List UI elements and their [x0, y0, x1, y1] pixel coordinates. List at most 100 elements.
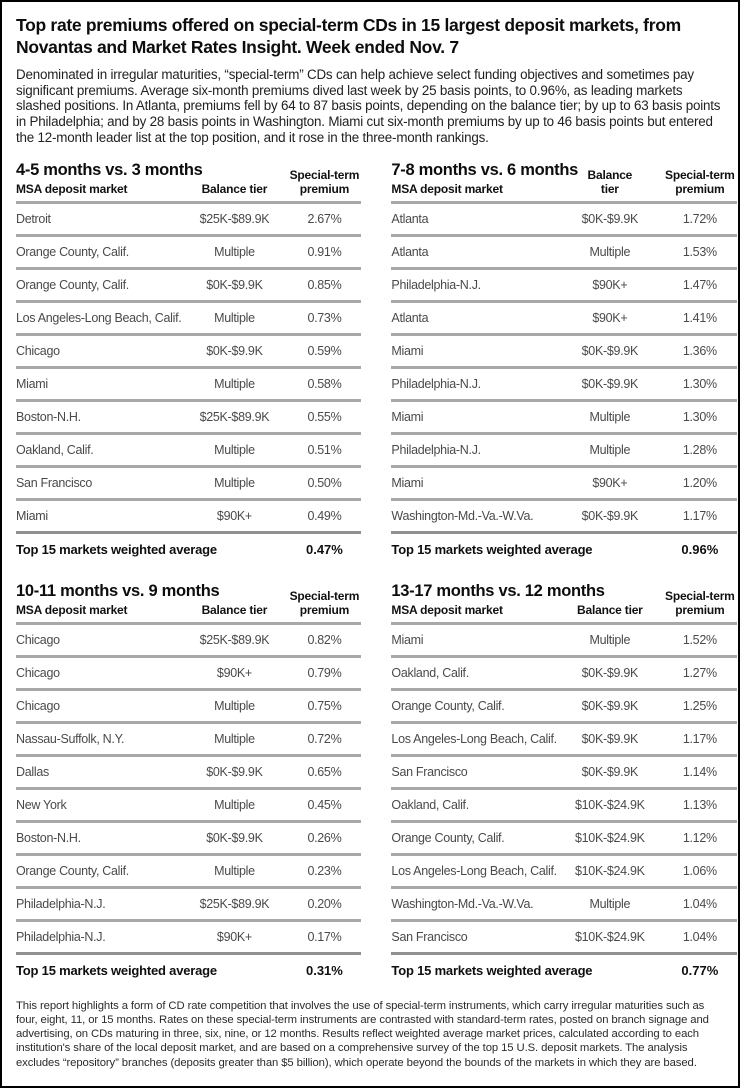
table-row: Chicago Multiple 0.75%	[16, 688, 362, 721]
cell-market: Miami	[391, 344, 424, 359]
total-row: Top 15 markets weighted average 0.31%	[16, 952, 362, 985]
cell-premium: 0.55%	[307, 410, 342, 425]
cell-premium: 1.30%	[682, 410, 717, 425]
cell-market: Washington-Md.-Va.-W.Va.	[391, 509, 534, 524]
cell-tier: $10K-$24.9K	[575, 831, 645, 846]
cell-tier: $0K-$9.9K	[581, 377, 639, 392]
tables-grid: 4-5 months vs. 3 months MSA deposit mark…	[16, 161, 737, 985]
cell-market: San Francisco	[16, 476, 92, 491]
table-rows: Atlanta $0K-$9.9K 1.72% Atlanta Multiple 1.53…	[391, 201, 737, 531]
table-row: Atlanta $0K-$9.9K 1.72%	[391, 201, 737, 234]
cell-premium: 0.58%	[307, 377, 342, 392]
cell-market: Orange County, Calif.	[16, 245, 129, 260]
cell-premium: 1.14%	[682, 765, 717, 780]
cell-tier: $90K+	[216, 509, 252, 524]
cell-market: San Francisco	[391, 930, 468, 945]
total-row: Top 15 markets weighted average 0.96%	[391, 531, 737, 564]
cell-market: Oakland, Calif.	[391, 666, 469, 681]
table-row: Miami Multiple 1.52%	[391, 622, 737, 655]
cell-premium: 1.72%	[682, 212, 717, 227]
cell-market: New York	[16, 798, 67, 813]
cell-market: Miami	[391, 633, 424, 648]
column-header-market: MSA deposit market	[391, 181, 503, 196]
cell-premium: 0.50%	[307, 476, 342, 491]
table-row: Oakland, Calif. $0K-$9.9K 1.27%	[391, 655, 737, 688]
cell-market: Detroit	[16, 212, 51, 227]
cell-tier: Multiple	[214, 377, 255, 392]
cell-tier: $10K-$24.9K	[575, 798, 645, 813]
cell-tier: $90K+	[592, 311, 628, 326]
table-4-5-months-vs-3-months: 4-5 months vs. 3 months MSA deposit mark…	[16, 161, 362, 564]
column-header-market: MSA deposit market	[16, 602, 128, 617]
cell-tier: Multiple	[589, 633, 631, 648]
cell-tier: $0K-$9.9K	[206, 278, 263, 293]
cell-premium: 0.17%	[307, 930, 342, 945]
cell-premium: 0.75%	[307, 699, 342, 714]
cell-premium: 1.13%	[682, 798, 717, 813]
cell-market: Los Angeles-Long Beach, Calif.	[391, 732, 557, 747]
cell-tier: $90K+	[216, 666, 252, 681]
cell-premium: 0.59%	[307, 344, 342, 359]
cell-market: Atlanta	[391, 245, 429, 260]
table-title: 7-8 months vs. 6 months	[391, 161, 578, 180]
cell-market: Chicago	[16, 666, 60, 681]
total-value: 0.77%	[681, 962, 719, 978]
column-header-tier: Balance tier	[201, 602, 268, 617]
cell-tier: $0K-$9.9K	[581, 765, 639, 780]
cell-tier: $25K-$89.9K	[199, 633, 270, 648]
table-row: Oakland, Calif. Multiple 0.51%	[16, 432, 362, 465]
column-header-market: MSA deposit market	[16, 181, 128, 196]
cell-premium: 1.30%	[682, 377, 717, 392]
table-title: 4-5 months vs. 3 months	[16, 161, 203, 180]
table-row: Orange County, Calif. $0K-$9.9K 0.85%	[16, 267, 362, 300]
cell-premium: 0.73%	[307, 311, 342, 326]
cell-premium: 0.51%	[307, 443, 342, 458]
cell-market: Oakland, Calif.	[16, 443, 94, 458]
cell-tier: $90K+	[216, 930, 252, 945]
table-title: 13-17 months vs. 12 months	[391, 582, 605, 601]
table-row: Washington-Md.-Va.-W.Va. Multiple 1.04%	[391, 886, 737, 919]
cell-premium: 0.85%	[307, 278, 342, 293]
cell-tier: Multiple	[589, 443, 631, 458]
cell-tier: $0K-$9.9K	[581, 699, 639, 714]
cell-premium: 1.47%	[682, 278, 717, 293]
cell-tier: $0K-$9.9K	[206, 344, 263, 359]
cell-market: Atlanta	[391, 212, 429, 227]
cell-premium: 1.36%	[682, 344, 717, 359]
table-row: Miami Multiple 1.30%	[391, 399, 737, 432]
cell-market: Orange County, Calif.	[16, 278, 129, 293]
cell-tier: Multiple	[214, 476, 255, 491]
cell-premium: 1.28%	[682, 443, 717, 458]
cell-premium: 0.79%	[307, 666, 342, 681]
table-10-11-months-vs-9-months: 10-11 months vs. 9 months MSA deposit ma…	[16, 582, 362, 985]
table-row: San Francisco Multiple 0.50%	[16, 465, 362, 498]
cell-premium: 2.67%	[307, 212, 342, 227]
total-label: Top 15 markets weighted average	[391, 962, 593, 978]
cell-market: Miami	[16, 509, 48, 524]
total-value: 0.31%	[305, 962, 343, 978]
table-row: Washington-Md.-Va.-W.Va. $0K-$9.9K 1.17%	[391, 498, 737, 531]
table-row: Philadelphia-N.J. $90K+ 0.17%	[16, 919, 362, 952]
cell-market: Chicago	[16, 699, 60, 714]
cell-market: Philadelphia-N.J.	[391, 278, 481, 293]
cell-tier: Multiple	[214, 311, 255, 326]
cell-premium: 1.17%	[682, 509, 717, 524]
cell-market: Miami	[16, 377, 48, 392]
cell-tier: $0K-$9.9K	[581, 666, 639, 681]
table-row: Atlanta $90K+ 1.41%	[391, 300, 737, 333]
cell-premium: 0.26%	[307, 831, 342, 846]
total-label: Top 15 markets weighted average	[16, 962, 217, 978]
total-value: 0.47%	[305, 541, 343, 557]
cell-tier: Multiple	[589, 897, 631, 912]
cell-market: Orange County, Calif.	[391, 831, 505, 846]
total-row: Top 15 markets weighted average 0.47%	[16, 531, 362, 564]
column-header-tier: Balance tier	[577, 602, 643, 617]
cell-premium: 1.04%	[682, 897, 717, 912]
table-row: Miami Multiple 0.58%	[16, 366, 362, 399]
cell-market: Philadelphia-N.J.	[391, 443, 481, 458]
cell-tier: Multiple	[589, 245, 631, 260]
column-header-premium: Special-term premium	[289, 168, 360, 196]
table-row: Miami $0K-$9.9K 1.36%	[391, 333, 737, 366]
cell-premium: 1.25%	[682, 699, 717, 714]
table-header-row: MSA deposit market Balance tier Special-…	[16, 169, 361, 201]
